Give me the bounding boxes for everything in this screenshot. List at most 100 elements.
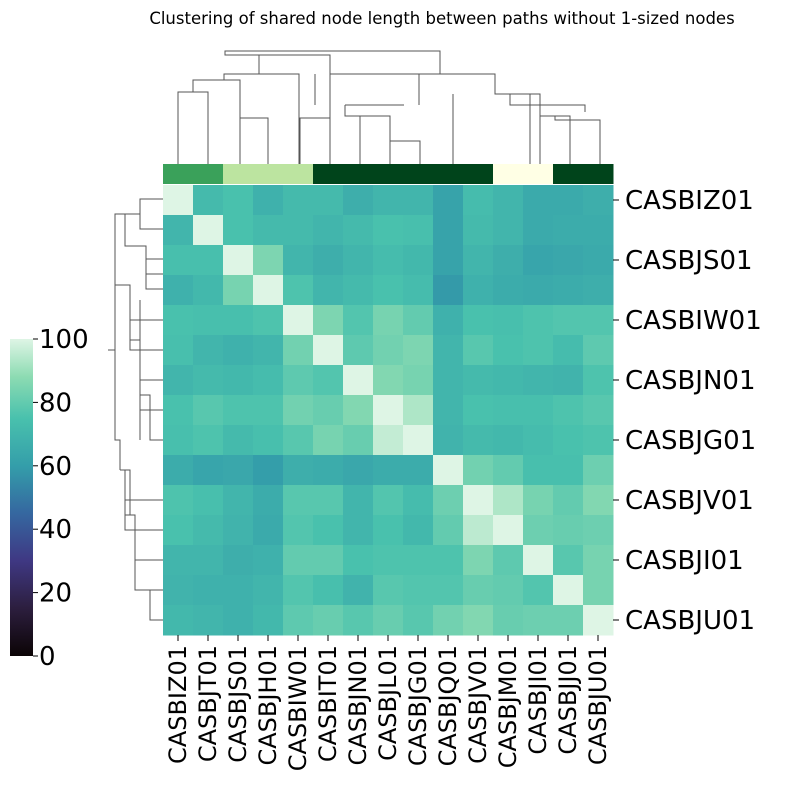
cell-CASBJU01-CASBJH01 (253, 605, 284, 636)
cell-CASBIW01-CASBJM01 (493, 305, 524, 336)
cell-CASBJM01-CASBJQ01 (433, 515, 464, 546)
cell-CASBJJ01-CASBJV01 (463, 575, 494, 606)
cell-CASBJS01-CASBIW01 (283, 245, 314, 276)
cell-CASBIT01-CASBJV01 (463, 335, 494, 366)
cell-CASBJQ01-CASBJG01 (403, 455, 434, 486)
cell-CASBJL01-CASBJQ01 (433, 395, 464, 426)
cell-CASBJV01-CASBJL01 (373, 485, 404, 516)
cell-CASBJL01-CASBIZ01 (163, 395, 194, 426)
cell-CASBJV01-CASBJS01 (223, 485, 254, 516)
cell-CASBJU01-CASBJI01 (523, 605, 554, 636)
cell-CASBJU01-CASBJN01 (343, 605, 374, 636)
cell-CASBJJ01-CASBJT01 (193, 575, 224, 606)
cell-CASBJQ01-CASBJM01 (493, 455, 524, 486)
cell-CASBIW01-CASBJQ01 (433, 305, 464, 336)
cell-CASBJT01-CASBJJ01 (553, 215, 584, 246)
cell-CASBJT01-CASBJV01 (463, 215, 494, 246)
cell-CASBJN01-CASBJM01 (493, 365, 524, 396)
column-label: CASBJL01 (374, 645, 402, 761)
col-color-CASBIZ01 (163, 164, 194, 184)
cell-CASBJH01-CASBJS01 (223, 275, 254, 306)
cell-CASBIT01-CASBJG01 (403, 335, 434, 366)
cell-CASBJQ01-CASBJL01 (373, 455, 404, 486)
column-label: CASBJV01 (464, 645, 492, 764)
cell-CASBIT01-CASBJJ01 (553, 335, 584, 366)
cell-CASBJN01-CASBJJ01 (553, 365, 584, 396)
cell-CASBJU01-CASBJL01 (373, 605, 404, 636)
cell-CASBJQ01-CASBJN01 (343, 455, 374, 486)
cell-CASBJL01-CASBJL01 (373, 395, 404, 426)
cell-CASBJN01-CASBJN01 (343, 365, 374, 396)
cell-CASBIZ01-CASBJJ01 (553, 185, 584, 216)
cell-CASBJM01-CASBJG01 (403, 515, 434, 546)
cell-CASBJJ01-CASBJH01 (253, 575, 284, 606)
column-color-strip (163, 164, 614, 184)
cell-CASBJQ01-CASBJU01 (583, 455, 614, 486)
cell-CASBIW01-CASBIZ01 (163, 305, 194, 336)
cell-CASBJG01-CASBJH01 (253, 425, 284, 456)
cell-CASBJM01-CASBJN01 (343, 515, 374, 546)
cell-CASBJJ01-CASBJM01 (493, 575, 524, 606)
cell-CASBJI01-CASBJT01 (193, 545, 224, 576)
cell-CASBJI01-CASBJG01 (403, 545, 434, 576)
cell-CASBIZ01-CASBJG01 (403, 185, 434, 216)
cell-CASBIZ01-CASBJS01 (223, 185, 254, 216)
cell-CASBJS01-CASBJS01 (223, 245, 254, 276)
cell-CASBJH01-CASBIW01 (283, 275, 314, 306)
cell-CASBJU01-CASBJU01 (583, 605, 614, 636)
cell-CASBJI01-CASBJN01 (343, 545, 374, 576)
cell-CASBJV01-CASBJM01 (493, 485, 524, 516)
cell-CASBIW01-CASBJN01 (343, 305, 374, 336)
cell-CASBIZ01-CASBJN01 (343, 185, 374, 216)
colorbar-tick-label: 20 (39, 579, 72, 609)
cell-CASBJN01-CASBIT01 (313, 365, 344, 396)
colorbar-tick-label: 60 (39, 452, 72, 482)
col-color-CASBJL01 (373, 164, 404, 184)
cell-CASBJL01-CASBJS01 (223, 395, 254, 426)
cell-CASBJG01-CASBJV01 (463, 425, 494, 456)
cell-CASBJI01-CASBJQ01 (433, 545, 464, 576)
cell-CASBJN01-CASBJT01 (193, 365, 224, 396)
cell-CASBJT01-CASBJG01 (403, 215, 434, 246)
cell-CASBIT01-CASBIT01 (313, 335, 344, 366)
cell-CASBJG01-CASBJQ01 (433, 425, 464, 456)
row-label: CASBJV01 (625, 486, 754, 516)
cell-CASBJT01-CASBJI01 (523, 215, 554, 246)
cell-CASBJM01-CASBJH01 (253, 515, 284, 546)
cell-CASBJJ01-CASBIZ01 (163, 575, 194, 606)
cell-CASBIZ01-CASBJL01 (373, 185, 404, 216)
cell-CASBIW01-CASBJH01 (253, 305, 284, 336)
cell-CASBIT01-CASBIZ01 (163, 335, 194, 366)
cell-CASBJT01-CASBIT01 (313, 215, 344, 246)
cell-CASBJH01-CASBJI01 (523, 275, 554, 306)
cell-CASBJT01-CASBJM01 (493, 215, 524, 246)
cell-CASBJN01-CASBJH01 (253, 365, 284, 396)
cell-CASBJU01-CASBJT01 (193, 605, 224, 636)
cell-CASBJH01-CASBJU01 (583, 275, 614, 306)
column-label: CASBJM01 (494, 645, 522, 768)
cell-CASBJI01-CASBJH01 (253, 545, 284, 576)
cell-CASBIZ01-CASBIT01 (313, 185, 344, 216)
cell-CASBJS01-CASBIZ01 (163, 245, 194, 276)
cell-CASBJM01-CASBJJ01 (553, 515, 584, 546)
column-label: CASBJG01 (404, 645, 432, 766)
cell-CASBJT01-CASBJU01 (583, 215, 614, 246)
column-label: CASBJJ01 (554, 645, 582, 755)
cell-CASBIW01-CASBJI01 (523, 305, 554, 336)
colorbar: 0 20 40 60 80 100 (10, 325, 89, 672)
cell-CASBIT01-CASBJU01 (583, 335, 614, 366)
cell-CASBJS01-CASBJL01 (373, 245, 404, 276)
cell-CASBJT01-CASBJH01 (253, 215, 284, 246)
cell-CASBJH01-CASBJG01 (403, 275, 434, 306)
cell-CASBJM01-CASBJV01 (463, 515, 494, 546)
cell-CASBJS01-CASBJH01 (253, 245, 284, 276)
cell-CASBIZ01-CASBJV01 (463, 185, 494, 216)
cell-CASBJG01-CASBJM01 (493, 425, 524, 456)
row-label: CASBJG01 (625, 426, 756, 456)
cell-CASBJM01-CASBJS01 (223, 515, 254, 546)
cell-CASBJG01-CASBJJ01 (553, 425, 584, 456)
column-label: CASBJT01 (194, 645, 222, 762)
cell-CASBJQ01-CASBJT01 (193, 455, 224, 486)
cell-CASBJV01-CASBJJ01 (553, 485, 584, 516)
